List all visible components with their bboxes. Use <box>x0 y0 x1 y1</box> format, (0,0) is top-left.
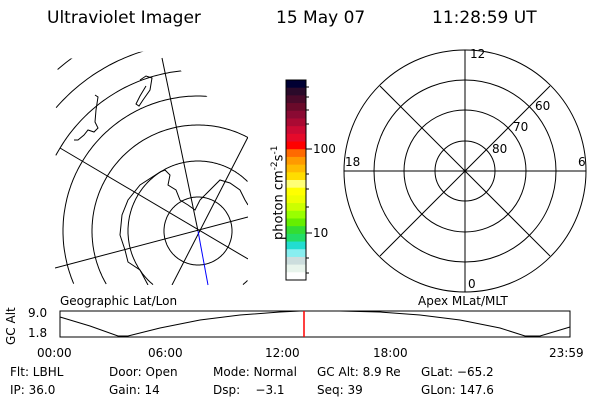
time-label: 11:28:59 UT <box>432 8 537 28</box>
colorbar-tick-100: 100 <box>313 142 336 156</box>
status-dsp: Dsp: −3.1 <box>213 383 285 397</box>
mlt-label-18: 18 <box>345 155 361 169</box>
colorbar-band <box>286 95 306 104</box>
colorbar-band <box>286 149 306 158</box>
mlt-label-12: 12 <box>470 47 486 61</box>
coastline-new-zealand <box>135 75 153 107</box>
colorbar-band <box>286 210 306 219</box>
mlt-label-6: 6 <box>578 155 586 169</box>
lat-label-70: 70 <box>513 120 529 134</box>
coastline-antarctica-west <box>119 171 161 285</box>
colorbar-band <box>286 256 306 266</box>
geographic-map-label: Geographic Lat/Lon <box>60 294 178 308</box>
latitude-ring <box>127 160 248 285</box>
colorbar-band <box>286 110 306 119</box>
coastline-tasmania <box>159 169 206 211</box>
colorbar-band <box>286 180 306 189</box>
colorbar-band <box>286 272 306 281</box>
status-gain: Gain: 14 <box>109 383 160 397</box>
latitude-ring <box>91 124 248 285</box>
latitude-ring <box>62 95 247 284</box>
colorbar-band <box>286 226 306 235</box>
lat-label-60: 60 <box>535 99 551 113</box>
xtick-1200: 12:00 <box>265 346 300 360</box>
colorbar-band <box>286 264 306 273</box>
altitude-ytick-min: 1.8 <box>28 326 48 340</box>
lat-label-80: 80 <box>492 142 508 156</box>
colorbar-band <box>286 172 306 181</box>
latitude-ring <box>55 50 147 109</box>
altitude-ytick-max: 9.0 <box>28 306 48 320</box>
status-door: Door: Open <box>109 365 178 379</box>
colorbar-band <box>286 218 306 227</box>
colorbar-band <box>286 164 306 173</box>
colorbar-band <box>286 156 306 166</box>
colorbar-band <box>286 126 306 135</box>
colorbar-band <box>286 249 306 258</box>
status-glon: GLon: 147.6 <box>421 383 494 397</box>
status-ip: IP: 36.0 <box>10 383 56 397</box>
status-seq: Seq: 39 <box>317 383 363 397</box>
colorbar-band <box>286 141 306 150</box>
satellite-track <box>197 230 209 286</box>
apex-map-label: Apex MLat/MLT <box>418 294 508 308</box>
colorbar-band <box>286 241 306 250</box>
status-filter: Flt: LBHL <box>10 365 64 379</box>
date-label: 15 May 07 <box>276 8 366 28</box>
colorbar-band <box>286 187 306 196</box>
xtick-0000: 00:00 <box>37 346 72 360</box>
coastline-antarctica-east <box>204 179 248 206</box>
instrument-title: Ultraviolet Imager <box>47 8 201 28</box>
colorbar-band <box>286 87 306 96</box>
colorbar-band <box>286 133 306 143</box>
status-mode: Mode: Normal <box>213 365 297 379</box>
status-glat: GLat: −65.2 <box>421 365 494 379</box>
colorbar-band <box>286 103 306 112</box>
colorbar-band <box>286 203 306 212</box>
mlt-label-0: 0 <box>468 277 476 291</box>
altitude-curve <box>59 310 571 337</box>
xtick-2359: 23:59 <box>549 346 584 360</box>
colorbar-band <box>286 233 306 243</box>
status-gc-alt: GC Alt: 8.9 Re <box>317 365 401 379</box>
altitude-ylabel: GC Alt <box>4 307 18 345</box>
colorbar-tick-10: 10 <box>313 226 329 240</box>
xtick-1800: 18:00 <box>373 346 408 360</box>
coastline-australia <box>74 94 99 141</box>
xtick-0600: 06:00 <box>148 346 183 360</box>
colorbar-band <box>286 118 306 127</box>
colorbar-band <box>286 195 306 204</box>
colorbar-band <box>286 80 306 89</box>
